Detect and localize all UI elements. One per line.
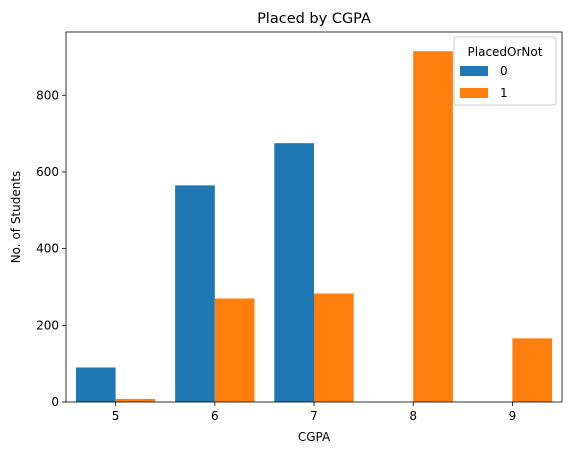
x-tick-label: 5 (112, 409, 120, 423)
legend-swatch-1 (460, 88, 488, 98)
y-tick-label: 400 (36, 242, 59, 256)
bar-series-0-cgpa-5 (75, 367, 116, 402)
x-tick-label: 7 (310, 409, 318, 423)
legend-title: PlacedOrNot (468, 45, 543, 59)
x-axis-label: CGPA (298, 430, 331, 444)
bar-series-1-cgpa-7 (314, 293, 354, 402)
y-axis-ticks: 0 200 400 600 800 (36, 88, 66, 409)
plot-frame (65, 31, 563, 403)
legend: PlacedOrNot 0 1 (453, 36, 557, 106)
bar-series-1-cgpa-8 (413, 51, 453, 403)
bar-series-0-cgpa-7 (274, 143, 314, 402)
legend-label-0: 0 (500, 64, 508, 78)
legend-swatch-0 (460, 66, 488, 76)
x-axis-ticks: 5 6 7 8 9 (112, 402, 516, 423)
x-tick-label: 9 (509, 409, 517, 423)
x-tick-label: 6 (211, 409, 219, 423)
legend-label-1: 1 (500, 86, 508, 100)
y-axis-label: No. of Students (9, 171, 23, 264)
bar-series-1-cgpa-9 (512, 338, 553, 402)
x-tick-label: 8 (409, 409, 417, 423)
bar-series-1-cgpa-5 (115, 398, 156, 402)
bar-series-0-cgpa-6 (175, 185, 215, 402)
chart-title: Placed by CGPA (257, 11, 371, 27)
bars-group (75, 51, 553, 403)
y-tick-label: 800 (36, 88, 59, 102)
y-tick-label: 0 (51, 395, 59, 409)
bar-series-1-cgpa-6 (214, 298, 255, 402)
y-tick-label: 200 (36, 318, 59, 332)
y-tick-label: 600 (36, 165, 59, 179)
